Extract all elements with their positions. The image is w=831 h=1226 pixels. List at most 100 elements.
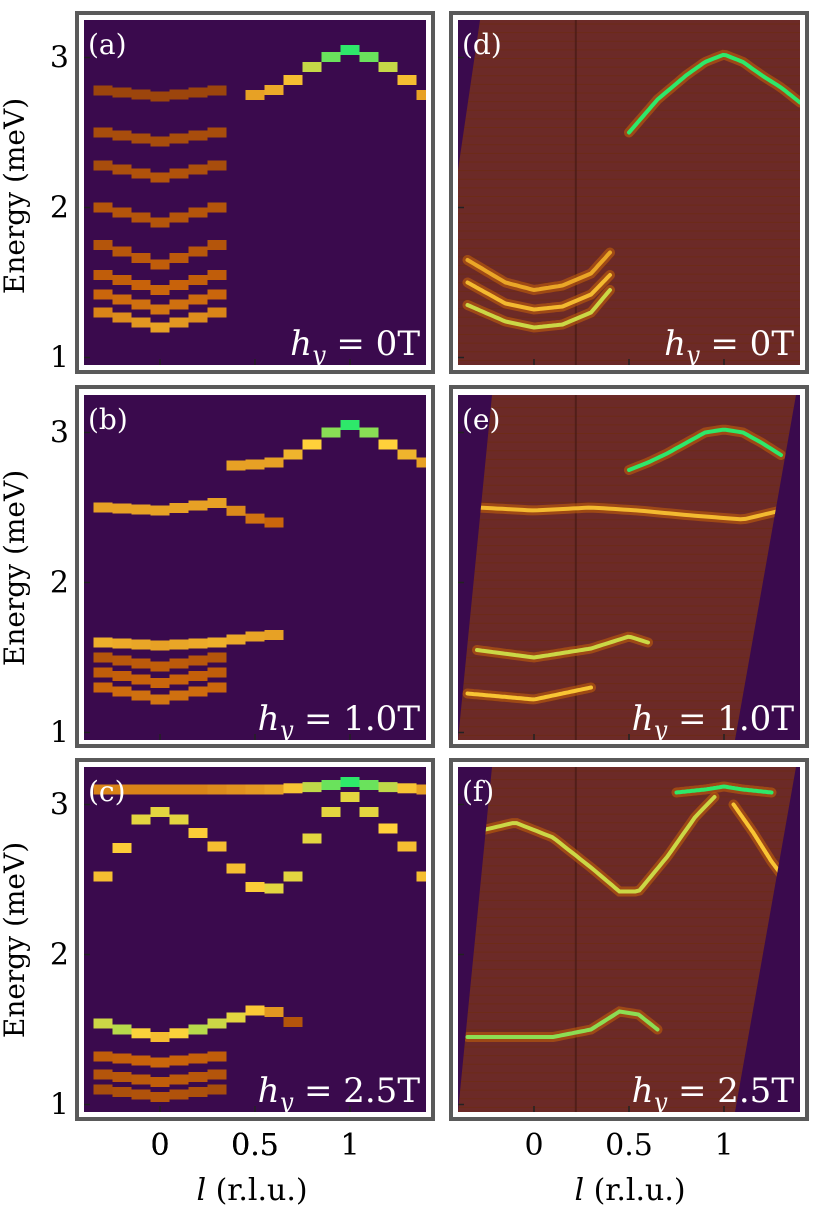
intensity-bin [340,792,360,802]
panel-d: (d) hy = 0T [449,11,809,374]
intensity-bin [150,217,170,228]
panel-label: (f) [462,775,494,808]
x-tick-label: 0 [524,1128,543,1163]
intensity-bin [188,246,208,257]
field-var: h [258,699,280,739]
intensity-bin [169,280,189,290]
intensity-bin [397,841,417,852]
intensity-bin [150,661,170,672]
x-tick-label: 1 [340,1128,359,1163]
intensity-bin [131,89,151,100]
intensity-bin [188,1024,208,1035]
intensity-bin [188,87,208,98]
heatmap-area [458,20,800,365]
xlabel-variable: l [574,1173,584,1208]
field-sub: y [311,341,326,369]
intensity-bin [207,841,227,852]
y-tick-label: 2 [50,191,69,226]
field-value: = 2.5T [293,1071,420,1111]
intensity-bin [169,212,189,223]
heatmap-area [93,45,426,333]
intensity-bin [112,87,132,98]
panel-f: 0 0.5 1 (f) hy = 2.5T [449,758,809,1163]
intensity-bin [169,503,189,513]
intensity-bin [150,322,170,333]
panel-frame [75,758,435,1121]
panel-label: (b) [88,403,128,436]
intensity-bin [93,85,113,96]
intensity-bin [188,828,208,838]
intensity-bin [226,1012,246,1023]
heatmap-background [84,395,426,740]
intensity-bin [359,807,379,817]
intensity-bin [93,667,113,678]
intensity-bin [169,639,189,650]
x-tick-label: 0 [150,1128,169,1163]
field-annotation: hy = 2.5T [258,1071,421,1116]
field-annotation: hy = 1.0T [632,699,795,744]
branch-curve [674,784,774,795]
intensity-bin [131,504,151,515]
intensity-bin [131,674,151,685]
intensity-bin [207,1084,227,1095]
field-value: = 1.0T [667,699,794,739]
intensity-bin [112,1072,132,1082]
intensity-bin [112,655,132,666]
heatmap-area [458,395,800,740]
intensity-bin [226,505,246,516]
intensity-bin [150,91,170,102]
branch-curve [475,505,783,522]
panel-label: (c) [88,775,126,808]
intensity-bin [93,502,113,513]
branch-curve [465,288,612,330]
field-annotation: hy = 1.0T [258,699,421,744]
field-sub: y [685,341,700,369]
intensity-bin [188,312,208,323]
field-sub: y [653,1088,668,1116]
x-tick-label: 0.5 [231,1128,279,1163]
ylabel-row-2: Energy (meV) [0,470,31,666]
field-annotation: hy = 0T [290,324,420,369]
intensity-bin [93,202,113,213]
panel-frame [449,758,809,1121]
intensity-bin [264,630,284,640]
intensity-bin [283,449,303,460]
intensity-bin [207,1018,227,1029]
intensity-bin [112,843,132,853]
y-tick-label: 1 [50,716,69,751]
intensity-bin [226,863,246,874]
branch-curve [465,685,593,702]
intensity-bin [150,136,170,147]
intensity-bin [112,503,132,514]
x-tick-label: 1 [714,1128,733,1163]
intensity-bin [340,777,360,787]
intensity-bin [207,289,227,300]
intensity-bin [397,449,417,460]
intensity-bin [226,634,246,645]
intensity-bin [416,457,426,468]
intensity-bin [93,127,113,138]
intensity-bin [207,682,227,693]
intensity-bin [188,1053,208,1064]
intensity-bin [340,420,360,430]
intensity-bin [245,459,265,470]
intensity-bin [93,871,113,882]
intensity-bin [188,671,208,681]
intensity-bin [150,1032,170,1042]
heatmap-area [93,420,426,705]
intensity-bin [169,89,189,100]
intensity-bin [93,637,113,648]
xlabel-unit: (r.l.u.) [206,1173,308,1208]
intensity-bin [188,1087,208,1097]
intensity-bin [264,784,284,795]
intensity-bin [169,674,189,685]
intensity-bin [93,784,113,795]
intensity-bin [283,783,303,794]
intensity-bin [207,307,227,318]
intensity-bin [169,1089,189,1100]
intensity-bin [359,780,379,790]
intensity-bin [359,52,379,62]
y-tick-label: 3 [50,788,69,823]
